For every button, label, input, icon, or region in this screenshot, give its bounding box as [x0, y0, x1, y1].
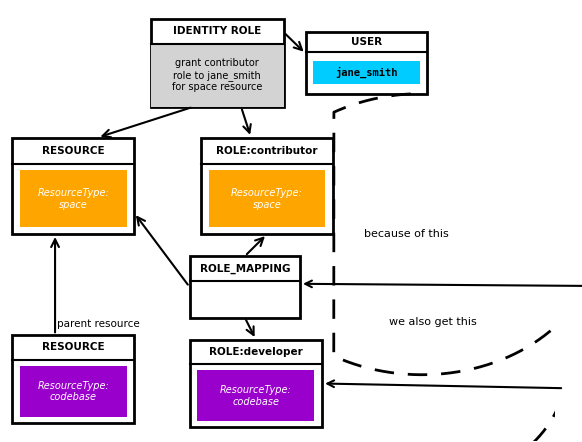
- Bar: [208, 171, 325, 228]
- Text: we also get this: we also get this: [389, 317, 477, 327]
- Bar: [151, 19, 283, 107]
- Text: ROLE_MAPPING: ROLE_MAPPING: [200, 263, 290, 274]
- Bar: [151, 44, 283, 107]
- Text: USER: USER: [351, 37, 382, 47]
- Bar: [306, 32, 427, 94]
- Bar: [201, 137, 333, 234]
- Bar: [12, 335, 134, 423]
- Text: ROLE:developer: ROLE:developer: [209, 347, 303, 357]
- Bar: [197, 370, 314, 421]
- Text: ResourceType:
codebase: ResourceType: codebase: [220, 385, 292, 407]
- Bar: [190, 256, 300, 318]
- Bar: [20, 171, 127, 228]
- Text: grant contributor
role to jane_smith
for space resource: grant contributor role to jane_smith for…: [172, 58, 262, 92]
- Text: because of this: because of this: [364, 229, 449, 239]
- Text: ROLE:contributor: ROLE:contributor: [216, 145, 318, 156]
- Text: jane_smith: jane_smith: [335, 67, 398, 78]
- Text: RESOURCE: RESOURCE: [42, 343, 105, 353]
- Text: IDENTITY ROLE: IDENTITY ROLE: [173, 26, 261, 36]
- Bar: [313, 61, 420, 84]
- Text: RESOURCE: RESOURCE: [42, 145, 105, 156]
- Bar: [12, 137, 134, 234]
- Bar: [190, 339, 322, 427]
- Text: ResourceType:
space: ResourceType: space: [231, 188, 303, 210]
- Text: ResourceType:
space: ResourceType: space: [37, 188, 109, 210]
- Text: parent resource: parent resource: [57, 319, 140, 329]
- Text: ResourceType:
codebase: ResourceType: codebase: [37, 381, 109, 402]
- Bar: [20, 366, 127, 417]
